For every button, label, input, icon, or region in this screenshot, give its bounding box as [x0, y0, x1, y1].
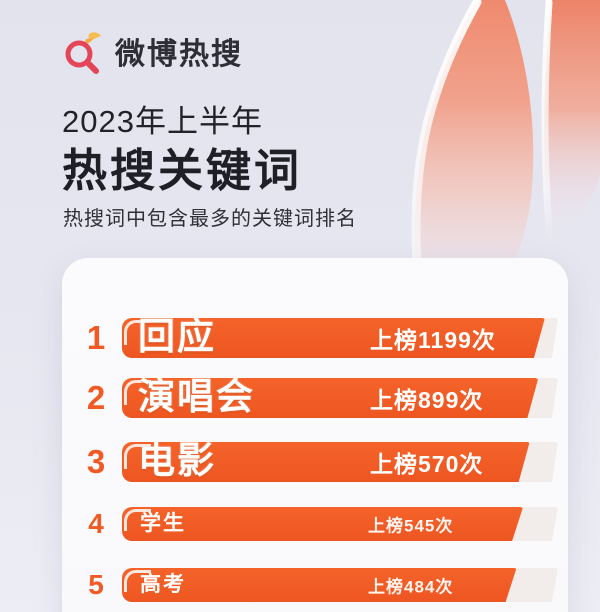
bar: 电影 上榜570次: [122, 442, 558, 482]
period-title: 2023年上半年: [62, 104, 263, 139]
keyword-label: 回应: [138, 316, 216, 358]
list-item: 4 学生 上榜545次: [80, 507, 568, 541]
weibo-hot-search-logo: 微博热搜: [62, 28, 243, 74]
rank-number: 3: [86, 443, 106, 480]
logo-label: 微博热搜: [115, 38, 243, 71]
count-label: 上榜484次: [368, 577, 454, 597]
count-label: 上榜570次: [370, 451, 484, 477]
bar-fill: 演唱会 上榜899次: [122, 378, 538, 418]
page-subtitle: 热搜词中包含最多的关键词排名: [63, 208, 357, 230]
bar-fill: 高考 上榜484次: [122, 568, 517, 602]
keyword-label: 电影: [138, 440, 216, 482]
count-label: 上榜899次: [370, 387, 484, 413]
list-item: 2 演唱会 上榜899次: [80, 378, 568, 418]
rank-number: 2: [86, 379, 106, 416]
bar-fill: 学生 上榜545次: [122, 507, 523, 541]
header: 微博热搜: [62, 28, 243, 74]
hot-search-magnifier-icon: [65, 32, 101, 74]
list-item: 1 回应 上榜1199次: [80, 318, 568, 358]
bar: 学生 上榜545次: [122, 507, 558, 541]
bar-fill: 回应 上榜1199次: [122, 318, 545, 358]
rank-number: 5: [88, 569, 104, 600]
bar: 演唱会 上榜899次: [122, 378, 558, 418]
page-title: 热搜关键词: [62, 145, 303, 196]
list-item: 5 高考 上榜484次: [80, 568, 568, 602]
rank-number: 1: [86, 319, 106, 356]
count-label: 上榜545次: [368, 516, 454, 536]
bar: 回应 上榜1199次: [122, 318, 558, 358]
rank-number: 4: [88, 508, 104, 539]
list-item: 3 电影 上榜570次: [80, 442, 568, 482]
count-label: 上榜1199次: [370, 327, 496, 353]
bar-fill: 电影 上榜570次: [122, 442, 530, 482]
keyword-label: 高考: [140, 572, 186, 596]
ranking-card: 1 回应 上榜1199次 2 演唱会 上榜899次 3 电影 上榜570次: [62, 258, 568, 612]
bar: 高考 上榜484次: [122, 568, 558, 602]
keyword-label: 演唱会: [138, 376, 255, 418]
keyword-label: 学生: [140, 511, 186, 535]
